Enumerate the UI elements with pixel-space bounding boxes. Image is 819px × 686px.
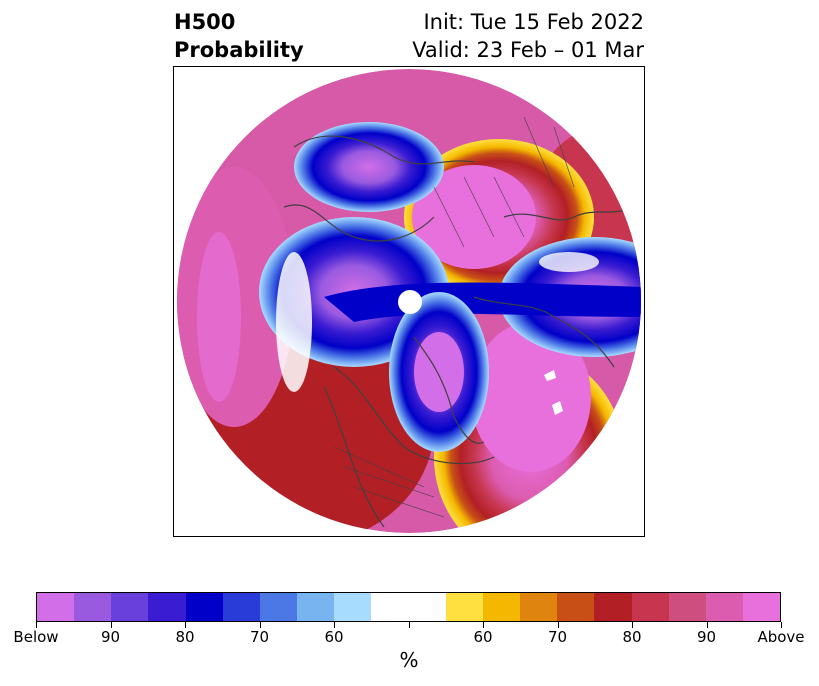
- colorbar-tick-label: 80: [175, 628, 195, 646]
- colorbar-tick: [632, 622, 633, 628]
- title-probability: Probability: [174, 38, 304, 62]
- colorbar-tick: [259, 622, 261, 628]
- map-svg: [177, 69, 641, 533]
- colorbar-tick-label: 70: [249, 628, 270, 646]
- colorbar-swatch: [482, 593, 521, 621]
- colorbar-tick-label: Above: [757, 628, 805, 646]
- colorbar-swatch: [742, 593, 781, 621]
- colorbar-swatch: [594, 593, 632, 621]
- colorbar-tick: [408, 622, 410, 628]
- colorbar-tick: [36, 622, 37, 628]
- colorbar-swatch: [557, 593, 595, 621]
- colorbar-tick: [781, 622, 782, 628]
- colorbar-tick: [110, 622, 112, 628]
- colorbar-swatch: [74, 593, 112, 621]
- chart-title-left: H500 Probability: [174, 8, 304, 64]
- init-date: Init: Tue 15 Feb 2022: [423, 10, 644, 34]
- colorbar-tick: [334, 622, 335, 628]
- colorbar-tick-label: Below: [13, 628, 59, 646]
- colorbar-unit: %: [399, 648, 419, 672]
- colorbar-swatch: [297, 593, 335, 621]
- colorbar-tick-label: 80: [622, 628, 642, 646]
- colorbar-tick-label: 90: [696, 628, 717, 646]
- colorbar-swatch: [371, 593, 409, 621]
- colorbar-swatch: [668, 593, 706, 621]
- colorbar-tick-label: 90: [100, 628, 121, 646]
- colorbar-swatch: [631, 593, 669, 621]
- colorbar-tick-label: 70: [547, 628, 568, 646]
- colorbar-swatch: [111, 593, 149, 621]
- colorbar-tick-label: 60: [473, 628, 493, 646]
- colorbar-swatch: [185, 593, 223, 621]
- colorbar-swatch: [37, 593, 75, 621]
- chart-title-right: Init: Tue 15 Feb 2022 Valid: 23 Feb – 01…: [412, 8, 644, 64]
- title-variable: H500: [174, 10, 236, 34]
- colorbar: [36, 592, 781, 622]
- colorbar-swatch: [222, 593, 260, 621]
- colorbar-swatch: [334, 593, 372, 621]
- colorbar-swatch: [408, 593, 446, 621]
- colorbar-tick: [185, 622, 186, 628]
- colorbar-swatch: [259, 593, 298, 621]
- valid-range: Valid: 23 Feb – 01 Mar: [412, 38, 644, 62]
- colorbar-tick-label: 60: [324, 628, 344, 646]
- colorbar-swatch: [705, 593, 743, 621]
- colorbar-tick: [706, 622, 708, 628]
- colorbar-swatch: [148, 593, 186, 621]
- probability-map: [173, 66, 645, 537]
- colorbar-tick: [483, 622, 484, 628]
- colorbar-swatch: [520, 593, 558, 621]
- colorbar-swatch: [445, 593, 483, 621]
- colorbar-tick: [557, 622, 559, 628]
